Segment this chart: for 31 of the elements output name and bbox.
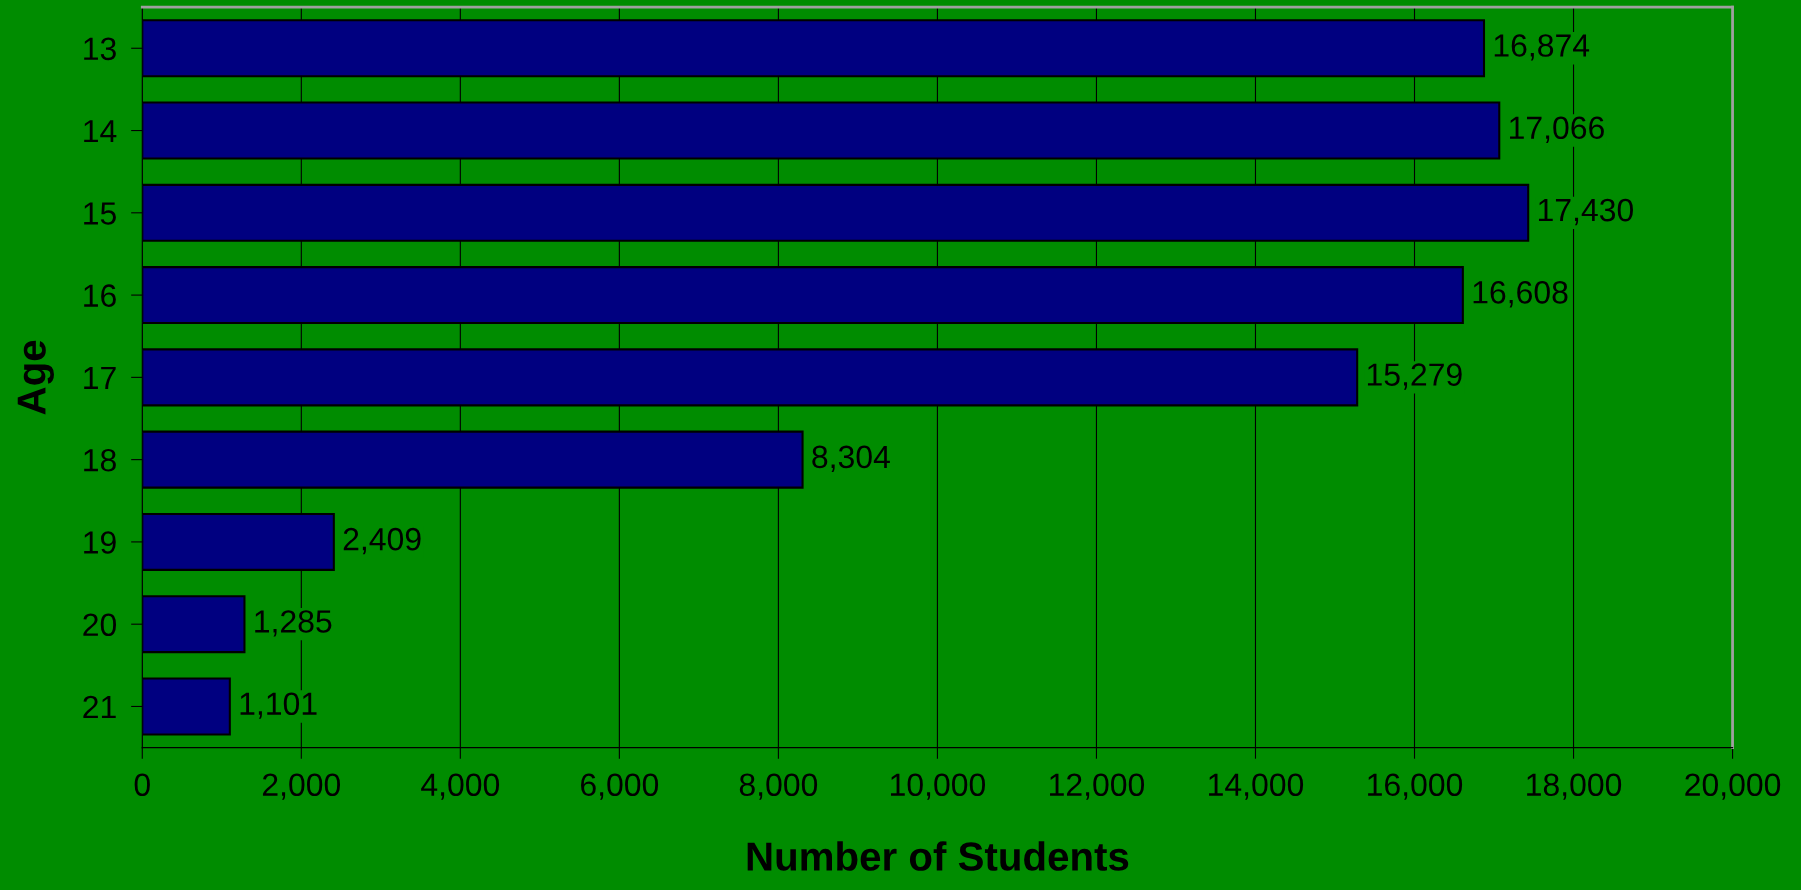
y-tick-label: 13 — [84, 37, 116, 61]
x-axis-title: Number of Students — [747, 841, 1129, 871]
x-tick-label: 8,000 — [739, 773, 818, 800]
y-tick-label: 18 — [84, 448, 116, 472]
data-label: 15,279 — [1367, 363, 1462, 390]
data-label: 17,430 — [1538, 198, 1633, 226]
x-tick-label: 6,000 — [581, 773, 659, 800]
data-label: 1,285 — [255, 610, 332, 637]
y-tick-label: 20 — [83, 613, 117, 637]
y-tick-label: 16 — [84, 284, 116, 307]
data-label: 8,304 — [812, 445, 890, 472]
x-tick-label: 20,000 — [1685, 773, 1781, 800]
x-tick-label: 2,000 — [262, 773, 341, 800]
y-axis-title: Age — [17, 340, 54, 415]
y-tick-label: 14 — [84, 120, 117, 143]
x-tick-label: 10,000 — [891, 773, 986, 800]
x-tick-label: 18,000 — [1527, 773, 1622, 800]
data-label: 1,101 — [240, 692, 317, 719]
x-tick-label: 14,000 — [1209, 773, 1304, 800]
x-tick-label: 0 — [134, 773, 150, 797]
y-tick-label: 15 — [84, 202, 116, 225]
data-label: 2,409 — [343, 527, 421, 555]
x-tick-label: 12,000 — [1050, 773, 1145, 800]
x-tick-label: 16,000 — [1368, 773, 1463, 800]
data-label: 17,066 — [1510, 116, 1604, 143]
y-tick-label: 21 — [83, 695, 116, 719]
y-tick-label: 17 — [84, 366, 116, 389]
x-tick-label: 4,000 — [421, 773, 500, 800]
data-label: 16,608 — [1473, 281, 1568, 308]
y-tick-label: 19 — [84, 531, 116, 554]
data-label: 16,874 — [1494, 34, 1590, 61]
